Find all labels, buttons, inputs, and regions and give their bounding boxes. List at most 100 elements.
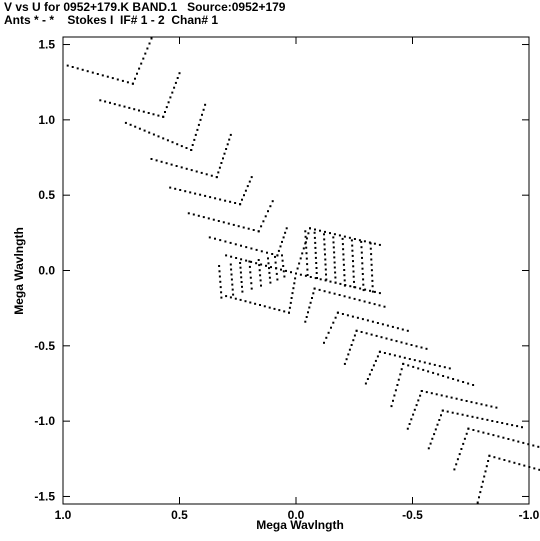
uv-point bbox=[417, 367, 420, 370]
uv-point bbox=[225, 295, 228, 298]
uv-point bbox=[219, 286, 222, 289]
uv-point bbox=[478, 496, 480, 499]
x-axis-label: Mega Wavlngth bbox=[256, 518, 344, 532]
uv-point bbox=[143, 129, 146, 132]
uv-point bbox=[361, 256, 363, 259]
uv-point bbox=[313, 231, 316, 234]
uv-point bbox=[176, 143, 179, 146]
uv-point bbox=[370, 333, 373, 336]
uv-point bbox=[362, 278, 365, 281]
uv-point bbox=[492, 434, 495, 437]
uv-point bbox=[266, 251, 268, 254]
uv-point bbox=[385, 337, 388, 340]
data-points bbox=[66, 37, 540, 504]
uv-point bbox=[293, 282, 296, 285]
uv-point bbox=[113, 103, 116, 106]
uv-point bbox=[430, 392, 433, 395]
uv-point bbox=[346, 314, 349, 317]
uv-point bbox=[358, 299, 361, 302]
uv-point bbox=[527, 443, 530, 446]
uv-point bbox=[352, 265, 355, 268]
uv-point bbox=[496, 421, 499, 423]
uv-point bbox=[275, 272, 278, 275]
uv-point bbox=[538, 468, 540, 471]
uv-point bbox=[230, 255, 233, 258]
uv-point bbox=[176, 77, 179, 79]
uv-point bbox=[174, 187, 177, 190]
uv-point bbox=[284, 231, 287, 234]
uv-point bbox=[152, 113, 155, 116]
uv-point bbox=[276, 254, 279, 257]
uv-point bbox=[503, 459, 506, 461]
y-tick-label: -1.5 bbox=[34, 489, 55, 503]
uv-point bbox=[369, 289, 371, 292]
uv-point bbox=[522, 441, 525, 444]
uv-point bbox=[289, 301, 292, 304]
uv-point bbox=[164, 111, 166, 113]
uv-point bbox=[116, 78, 119, 81]
uv-point bbox=[368, 373, 371, 376]
uv-point bbox=[259, 304, 261, 306]
uv-point bbox=[268, 271, 271, 274]
uv-point bbox=[502, 436, 505, 439]
uv-point bbox=[472, 384, 475, 386]
uv-point bbox=[313, 236, 316, 239]
uv-point bbox=[129, 123, 132, 126]
uv-point bbox=[304, 235, 307, 238]
uv-point bbox=[334, 276, 337, 279]
uv-point bbox=[248, 260, 251, 263]
uv-point bbox=[467, 382, 470, 385]
uv-point bbox=[372, 364, 375, 367]
uv-point bbox=[271, 253, 274, 255]
uv-point bbox=[155, 159, 158, 162]
uv-point bbox=[148, 42, 151, 45]
uv-point bbox=[481, 417, 484, 420]
uv-point bbox=[282, 265, 285, 267]
uv-point bbox=[513, 461, 516, 464]
uv-point bbox=[230, 273, 233, 276]
uv-point bbox=[363, 300, 366, 303]
uv-point bbox=[204, 194, 207, 197]
uv-point bbox=[323, 341, 325, 344]
uv-point bbox=[343, 362, 346, 365]
uv-point bbox=[353, 286, 356, 289]
uv-point bbox=[259, 279, 262, 282]
uv-point bbox=[241, 290, 244, 293]
uv-point bbox=[71, 66, 74, 68]
x-tick-label: -0.5 bbox=[402, 508, 423, 522]
uv-point bbox=[333, 256, 336, 259]
uv-point bbox=[311, 297, 313, 299]
uv-point bbox=[231, 288, 234, 291]
uv-point bbox=[370, 368, 373, 371]
uv-point bbox=[342, 253, 345, 256]
uv-point bbox=[448, 367, 451, 370]
uv-point bbox=[304, 320, 307, 323]
uv-point bbox=[333, 233, 336, 236]
uv-point bbox=[189, 191, 192, 194]
uv-point bbox=[467, 427, 470, 430]
uv-point bbox=[140, 62, 143, 65]
uv-point bbox=[361, 318, 364, 321]
uv-point bbox=[305, 246, 308, 249]
chart-subtitle: Ants * - * Stokes I IF# 1 - 2 Chan# 1 bbox=[4, 13, 219, 27]
uv-point bbox=[314, 251, 317, 254]
uv-point bbox=[453, 468, 456, 471]
uv-point bbox=[194, 192, 197, 195]
uv-point bbox=[254, 302, 257, 305]
uv-point bbox=[299, 273, 302, 276]
uv-point bbox=[270, 266, 272, 269]
uv-point bbox=[106, 75, 109, 78]
uv-point bbox=[466, 414, 469, 417]
uv-point bbox=[190, 149, 193, 151]
uv-point bbox=[333, 266, 336, 269]
uv-point bbox=[160, 160, 163, 163]
uv-point bbox=[352, 339, 355, 342]
uv-point bbox=[366, 378, 369, 380]
uv-point bbox=[490, 405, 493, 408]
uv-point bbox=[343, 235, 346, 238]
uv-point bbox=[292, 287, 295, 290]
uv-point bbox=[165, 162, 168, 165]
uv-point bbox=[195, 170, 198, 173]
uv-point bbox=[462, 381, 465, 383]
uv-point bbox=[328, 291, 331, 294]
